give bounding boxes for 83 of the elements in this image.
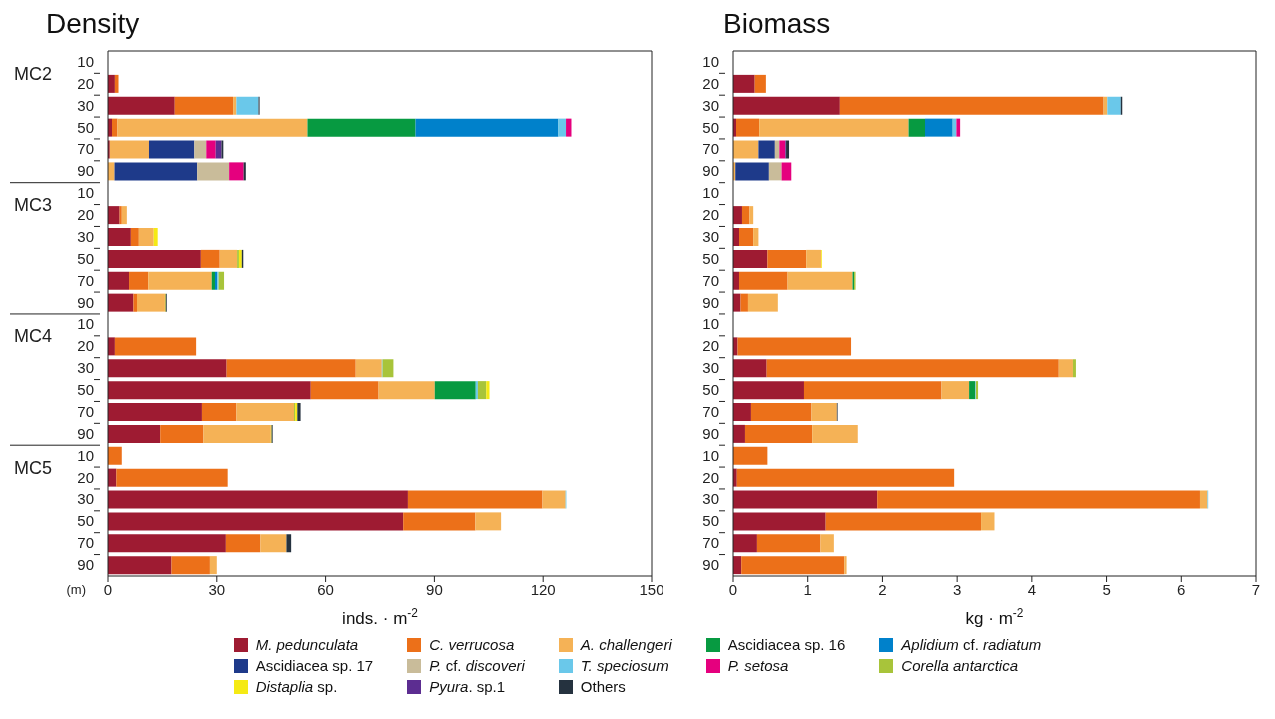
legend-label: T. speciosum [580, 657, 669, 674]
legend-label: Corella antarctica [901, 657, 1019, 674]
x-tick-label: 6 [1177, 580, 1186, 598]
y-tick-label: 90 [702, 162, 719, 180]
y-tick-label: 90 [77, 556, 94, 574]
x-tick-label: 90 [426, 580, 443, 598]
y-tick-label: 50 [77, 249, 94, 267]
y-tick-label: 30 [702, 359, 719, 377]
text: MC2 [14, 63, 53, 84]
x-tick-label: 5 [1102, 580, 1111, 598]
chart-title: Biomass [722, 8, 832, 41]
y-tick-label: 30 [77, 227, 94, 245]
y-tick-label: 10 [702, 446, 719, 464]
y-tick-label: 20 [702, 468, 719, 486]
legend-label: Pyura. sp.1 [429, 678, 506, 695]
legend-label: Distaplia sp. [255, 678, 338, 695]
y-tick-label: 90 [77, 424, 94, 442]
legend-label: Ascidiacea sp. 17 [255, 657, 374, 674]
y-tick-label: 30 [702, 96, 719, 114]
x-tick-label: 7 [1251, 580, 1261, 598]
y-tick-label: 70 [77, 140, 94, 158]
y-tick-label: 30 [702, 227, 719, 245]
x-axis-title: inds. · m$^{-2}$ [342, 606, 419, 628]
y-tick-label: 20 [702, 337, 719, 355]
y-tick-label: 50 [702, 118, 719, 136]
legend-label: P. setosa [727, 657, 789, 674]
y-tick-label: 70 [702, 402, 719, 420]
y-tick-label: 10 [702, 52, 719, 70]
y-tick-label: 30 [702, 490, 719, 508]
legend-label: Ascidiacea sp. 16 [727, 636, 846, 653]
legend-label: C. verrucosa [429, 636, 515, 653]
x-tick-label: 30 [208, 580, 226, 598]
x-tick-label: 120 [530, 580, 556, 598]
y-tick-label: 20 [702, 74, 719, 92]
x-tick-label: 60 [317, 580, 334, 598]
y-tick-label: 10 [702, 184, 719, 202]
y-tick-label: 90 [702, 556, 719, 574]
legend-label: P. cf. discoveri [429, 657, 525, 674]
legend-label: M. pedunculata [255, 636, 359, 653]
y-tick-label: 50 [702, 381, 719, 399]
text: MC3 [14, 195, 53, 216]
x-tick-label: 0 [728, 580, 738, 598]
y-tick-label: 50 [77, 381, 94, 399]
y-tick-label: 10 [77, 446, 94, 464]
y-tick-label: 30 [77, 490, 94, 508]
y-tick-label: 50 [702, 249, 719, 267]
legend-label: A. challengeri [580, 636, 672, 653]
x-tick-label: 4 [1027, 580, 1037, 598]
y-tick-label: 90 [702, 424, 719, 442]
y-tick-label: 90 [702, 293, 719, 311]
legend-label: Others [580, 678, 626, 695]
y-tick-label: 10 [77, 315, 94, 333]
y-tick-label: 70 [702, 140, 719, 158]
y-tick-label: 90 [77, 162, 94, 180]
y-tick-label: 50 [77, 118, 94, 136]
y-axis-title: (m) [66, 582, 86, 597]
x-tick-label: 3 [952, 580, 962, 598]
text: MC4 [14, 326, 53, 347]
y-tick-label: 20 [77, 74, 94, 92]
y-tick-label: 10 [702, 315, 719, 333]
y-tick-label: 70 [702, 271, 719, 289]
text: MC5 [14, 457, 53, 478]
y-tick-label: 20 [702, 206, 719, 224]
x-axis-title: kg · m$^{-2}$ [965, 606, 1024, 628]
y-tick-label: 20 [77, 337, 94, 355]
y-tick-label: 50 [77, 512, 94, 530]
y-tick-label: 10 [77, 184, 94, 202]
y-tick-label: 70 [77, 402, 94, 420]
y-tick-label: 30 [77, 359, 94, 377]
x-tick-label: 2 [878, 580, 887, 598]
y-tick-label: 20 [77, 206, 94, 224]
y-tick-label: 20 [77, 468, 94, 486]
y-tick-label: 30 [77, 96, 94, 114]
y-tick-label: 50 [702, 512, 719, 530]
y-tick-label: 90 [77, 293, 94, 311]
legend-label: Aplidium cf. radiatum [901, 636, 1042, 653]
x-tick-label: 1 [803, 580, 812, 598]
chart-title: Density [45, 8, 141, 41]
y-tick-label: 70 [77, 271, 94, 289]
y-tick-label: 70 [702, 534, 719, 552]
x-tick-label: 0 [103, 580, 113, 598]
y-tick-label: 70 [77, 534, 94, 552]
y-tick-label: 10 [77, 52, 94, 70]
